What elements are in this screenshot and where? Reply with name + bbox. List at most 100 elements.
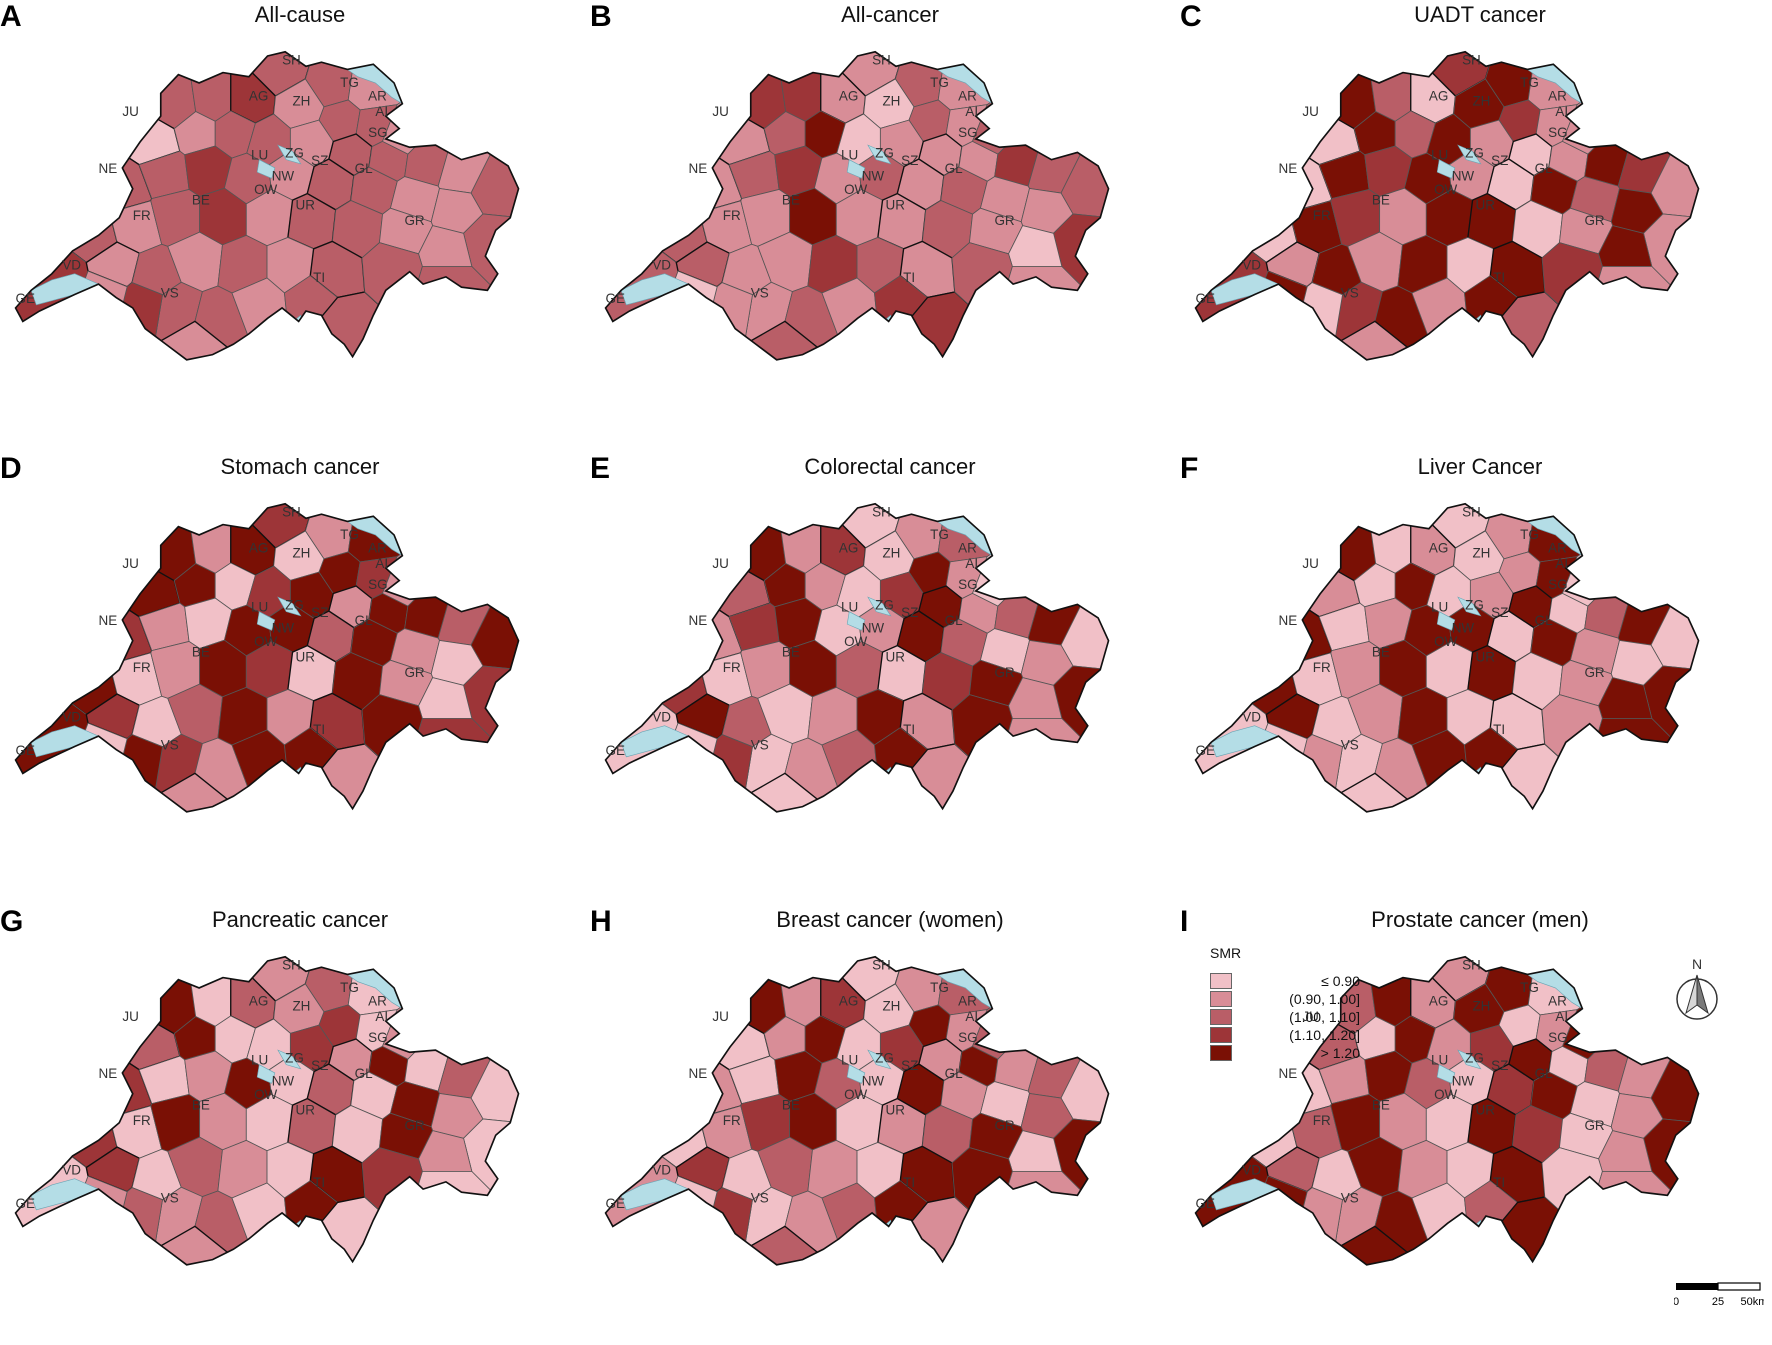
canton-label: GR: [404, 1118, 424, 1133]
scale-bar: 0 25 50km: [1674, 1282, 1764, 1308]
district-region: [993, 1171, 1109, 1265]
panel-title: All-cancer: [841, 2, 939, 27]
country-border: [604, 955, 1110, 1266]
lake: [256, 611, 276, 631]
district-region: [605, 961, 743, 1119]
canton-label: AG: [839, 89, 858, 104]
canton-label: SZ: [1491, 605, 1508, 620]
canton-label: VS: [161, 286, 179, 301]
canton-label: UR: [1476, 1102, 1496, 1117]
canton-label: AR: [1548, 541, 1567, 556]
canton-label: TG: [1520, 527, 1539, 542]
lake: [877, 766, 897, 812]
canton-label: SH: [1462, 504, 1481, 519]
canton-label: AG: [249, 994, 268, 1009]
canton-label: AR: [958, 994, 977, 1009]
lake: [867, 596, 892, 617]
canton-label: GE: [1196, 291, 1215, 306]
country-border: [604, 50, 1110, 361]
panel-letter: E: [590, 452, 611, 485]
canton-label: SH: [872, 504, 891, 519]
district-region: [1195, 51, 1377, 130]
lake: [1467, 314, 1487, 360]
lake: [256, 1064, 276, 1084]
district-region: [678, 1225, 874, 1265]
lake: [1457, 144, 1482, 165]
panel-letter: B: [590, 0, 612, 33]
canton-label: TI: [903, 1175, 915, 1190]
district-region: [93, 1187, 163, 1265]
canton-label: LU: [251, 148, 268, 163]
canton-label: VS: [751, 738, 769, 753]
panel-title: Liver Cancer: [1417, 454, 1543, 479]
canton-label: NW: [862, 620, 885, 635]
canton-label: GE: [1196, 1196, 1215, 1211]
canton-label: SG: [368, 577, 387, 592]
canton-label: LU: [251, 600, 268, 615]
scale-label: 25: [1712, 1296, 1724, 1308]
canton-label: TG: [1520, 980, 1539, 995]
canton-label: TI: [903, 270, 915, 285]
district-region: [1195, 508, 1333, 666]
district-region: [88, 320, 284, 360]
canton-label: NW: [272, 1073, 295, 1088]
country-border: [604, 502, 1110, 813]
district-region: [15, 956, 181, 1071]
canton-label: VD: [1242, 1163, 1261, 1178]
canton-label: SH: [872, 957, 891, 972]
canton-label: AI: [1555, 1009, 1568, 1024]
district-region: [1583, 718, 1699, 812]
canton-label: LU: [841, 148, 858, 163]
canton-label: UR: [886, 197, 906, 212]
canton-label: GE: [16, 743, 35, 758]
canton-label: GL: [945, 1066, 963, 1081]
panel-letter: A: [0, 0, 22, 33]
canton-label: UR: [1476, 649, 1496, 664]
canton-label: FR: [133, 1113, 151, 1128]
panel-title: Prostate cancer (men): [1371, 907, 1589, 932]
canton-label: SG: [368, 1030, 387, 1045]
lake: [846, 159, 866, 179]
canton-label: FR: [1313, 660, 1331, 675]
canton-label: JU: [1302, 104, 1318, 119]
district-region: [1268, 1225, 1464, 1265]
canton-label: TI: [1493, 1175, 1505, 1190]
canton-label: BE: [1372, 644, 1390, 659]
canton-label: GE: [606, 743, 625, 758]
canton-label: UR: [296, 649, 316, 664]
legend-row: (1.00, 1.10]: [1210, 1009, 1360, 1025]
canton-label: AI: [965, 104, 978, 119]
district-region: [1273, 1187, 1343, 1265]
canton-label: LU: [1431, 1053, 1448, 1068]
lake: [1467, 766, 1487, 812]
district-region: [470, 956, 519, 1130]
canton-label: SG: [1548, 1030, 1567, 1045]
map-panel: H Breast cancer (women) SH TG JU AG ZH AR AI SG NE…: [590, 905, 1180, 1345]
canton-label: SG: [1548, 125, 1567, 140]
district-region: [1053, 213, 1109, 360]
canton-label: GL: [1535, 161, 1553, 176]
district-region: [88, 772, 284, 812]
north-label: N: [1692, 956, 1702, 972]
canton-label: BE: [782, 1097, 800, 1112]
canton-label: OW: [1434, 634, 1457, 649]
canton-label: AI: [1555, 104, 1568, 119]
canton-label: NE: [689, 1066, 708, 1081]
lake: [277, 596, 302, 617]
scale-label: 50km: [1741, 1296, 1764, 1308]
canton-label: SG: [958, 577, 977, 592]
canton-label: LU: [841, 600, 858, 615]
canton-label: SZ: [901, 1058, 918, 1073]
canton-label: GR: [404, 665, 424, 680]
canton-label: SG: [958, 1030, 977, 1045]
canton-label: AR: [958, 541, 977, 556]
lake: [1436, 1064, 1456, 1084]
country-border: [14, 955, 520, 1266]
lake: [256, 159, 276, 179]
canton-label: LU: [841, 1053, 858, 1068]
canton-label: NE: [689, 161, 708, 176]
canton-label: TG: [340, 980, 359, 995]
